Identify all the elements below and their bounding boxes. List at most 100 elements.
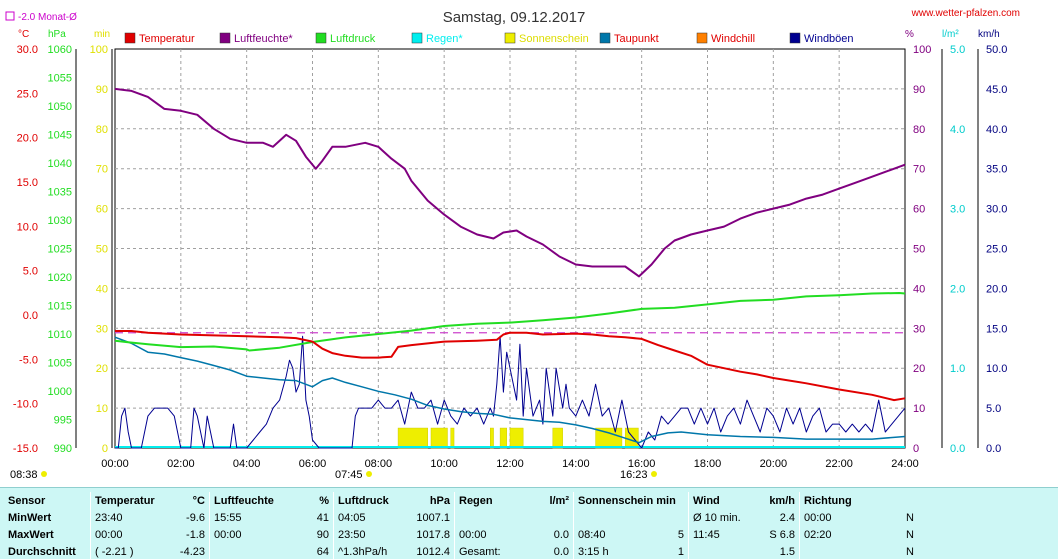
- sunrise-icon: [41, 471, 47, 477]
- direction-value: N: [906, 545, 914, 558]
- header-humidity: Luftfeuchte: [209, 492, 293, 509]
- axis-tick-left: 1040: [48, 158, 72, 170]
- legend-swatch: [315, 32, 327, 44]
- axis-tick-left: 1005: [48, 358, 72, 370]
- axis-tick-right: 15.0: [986, 323, 1007, 335]
- header-pressure-unit: hPa: [429, 494, 450, 507]
- axis-tick-right: 40.0: [986, 124, 1007, 136]
- stats-header-row: Sensor Temperatur °C Luftfeuchte % Luftd…: [4, 492, 918, 509]
- direction-time: [798, 543, 882, 559]
- axis-tick-left: 20.0: [17, 133, 38, 145]
- chart-svg: Samstag, 09.12.2017 www.wetter-pfalzen.c…: [5, 8, 1020, 481]
- series-line-luftfeuchte: [114, 87, 906, 278]
- row-label: MinWert: [8, 511, 52, 524]
- axis-tick-left: 0: [102, 443, 108, 455]
- axis-tick-right: 90: [913, 84, 925, 96]
- axis-tick-right: 45.0: [986, 84, 1007, 96]
- legend-entry: Regen*: [426, 33, 463, 45]
- axis-tick-right: 5.0: [950, 44, 965, 56]
- axes: °C 30.0 25.0 20.0 15.0 10.0 5.0 0.0 -5.0 -10.0 -15…: [13, 29, 1008, 455]
- row-label: MaxWert: [8, 528, 54, 541]
- temp-value: -1.8: [186, 528, 205, 541]
- axis-tick-left: 990: [54, 443, 72, 455]
- axis-tick-right: 10: [913, 403, 925, 415]
- wind-label: 11:45: [688, 526, 761, 543]
- axis-tick-left: 70: [96, 164, 108, 176]
- header-sensor: Sensor: [8, 494, 46, 507]
- legend-swatch: [696, 32, 708, 44]
- header-temperature: Temperatur: [90, 492, 161, 509]
- header-humidity-unit: %: [319, 494, 329, 507]
- legend-entry: Luftfeuchte*: [234, 33, 293, 45]
- legend-entry: Windchill: [711, 33, 755, 45]
- x-axis-tick-label: 04:00: [233, 458, 261, 470]
- pressure-value: 1007.1: [416, 511, 450, 524]
- axis-unit-right: l/m²: [942, 29, 959, 40]
- x-axis-tick-label: 00:00: [101, 458, 129, 470]
- axis-tick-right: 1.0: [950, 363, 965, 375]
- axis-tick-left: 5.0: [23, 266, 38, 278]
- website-label: www.wetter-pfalzen.com: [911, 8, 1020, 19]
- legend-swatch: [219, 32, 231, 44]
- rain-value: 0.0: [553, 545, 569, 558]
- rain-time: Gesamt:: [454, 543, 525, 559]
- direction-time: 02:20: [798, 526, 882, 543]
- sunshine-bar: [499, 427, 507, 449]
- axis-tick-left: 10: [96, 403, 108, 415]
- axis-tick-right: 2.0: [950, 283, 965, 295]
- series-line-temperatur: [115, 330, 906, 402]
- stats-row-max: MaxWert 00:00 -1.8 00:00 90 23:50 1017.8…: [4, 526, 918, 543]
- axis-tick-right: 80: [913, 124, 925, 136]
- x-axis-tick-label: 20:00: [760, 458, 788, 470]
- wind-label: Ø 10 min.: [688, 509, 761, 526]
- direction-time: 00:00: [798, 509, 882, 526]
- stats-row-min: MinWert 23:40 -9.6 15:55 41 04:05 1007.1…: [4, 509, 918, 526]
- sunset-time: 16:23: [620, 469, 648, 481]
- legend-swatch: [504, 32, 516, 44]
- humidity-time: [209, 543, 293, 559]
- sun-value: 5: [677, 528, 684, 541]
- stats-panel: Sensor Temperatur °C Luftfeuchte % Luftd…: [0, 487, 1058, 559]
- legend-swatch: [411, 32, 423, 44]
- axis-tick-left: 1015: [48, 301, 72, 313]
- axis-tick-right: 4.0: [950, 124, 965, 136]
- axis-tick-left: 1035: [48, 187, 72, 199]
- header-rain: Regen: [454, 492, 525, 509]
- x-axis-tick-label: 24:00: [891, 458, 919, 470]
- axis-tick-left: 20: [96, 363, 108, 375]
- legend: Temperatur Luftfeuchte* Luftdruck Regen* Son…: [124, 32, 854, 45]
- legend-entry: Temperatur: [139, 33, 195, 45]
- row-label: Durchschnitt: [8, 545, 76, 558]
- legend-entry: Windböen: [804, 33, 854, 45]
- axis-tick-left: 1060: [48, 44, 72, 56]
- axis-tick-right: 50: [913, 244, 925, 256]
- sunshine-bars: [115, 427, 905, 449]
- sun-marks: 08:38 07:45 16:23: [10, 469, 657, 481]
- axis-tick-left: 50: [96, 244, 108, 256]
- stats-table: Sensor Temperatur °C Luftfeuchte % Luftd…: [4, 492, 918, 559]
- temp-value: -9.6: [186, 511, 205, 524]
- axis-tick-left: 60: [96, 204, 108, 216]
- axis-tick-left: 1010: [48, 329, 72, 341]
- sunset-icon: [651, 471, 657, 477]
- x-axis-tick-label: 18:00: [694, 458, 722, 470]
- legend-swatch: [124, 32, 136, 44]
- header-rain-unit: l/m²: [549, 494, 569, 507]
- header-direction: Richtung: [799, 492, 918, 509]
- temp-time: ( -2.21 ): [90, 543, 161, 559]
- axis-tick-left: 1025: [48, 244, 72, 256]
- axis-tick-right: 5.0: [986, 403, 1001, 415]
- axis-unit-right: km/h: [978, 29, 1000, 40]
- x-axis-tick-label: 16:00: [628, 458, 656, 470]
- sunshine-bar: [490, 427, 494, 449]
- sunshine-bar: [450, 427, 455, 449]
- series-lines: [114, 87, 906, 449]
- axis-tick-right: 70: [913, 164, 925, 176]
- header-wind: Wind: [688, 492, 761, 509]
- series-line-taupunkt: [114, 336, 906, 444]
- rain-value: [525, 509, 574, 526]
- axis-tick-right: 0.0: [950, 443, 965, 455]
- axis-tick-right: 3.0: [950, 204, 965, 216]
- axis-unit-left: hPa: [48, 29, 66, 40]
- grid: [114, 48, 906, 449]
